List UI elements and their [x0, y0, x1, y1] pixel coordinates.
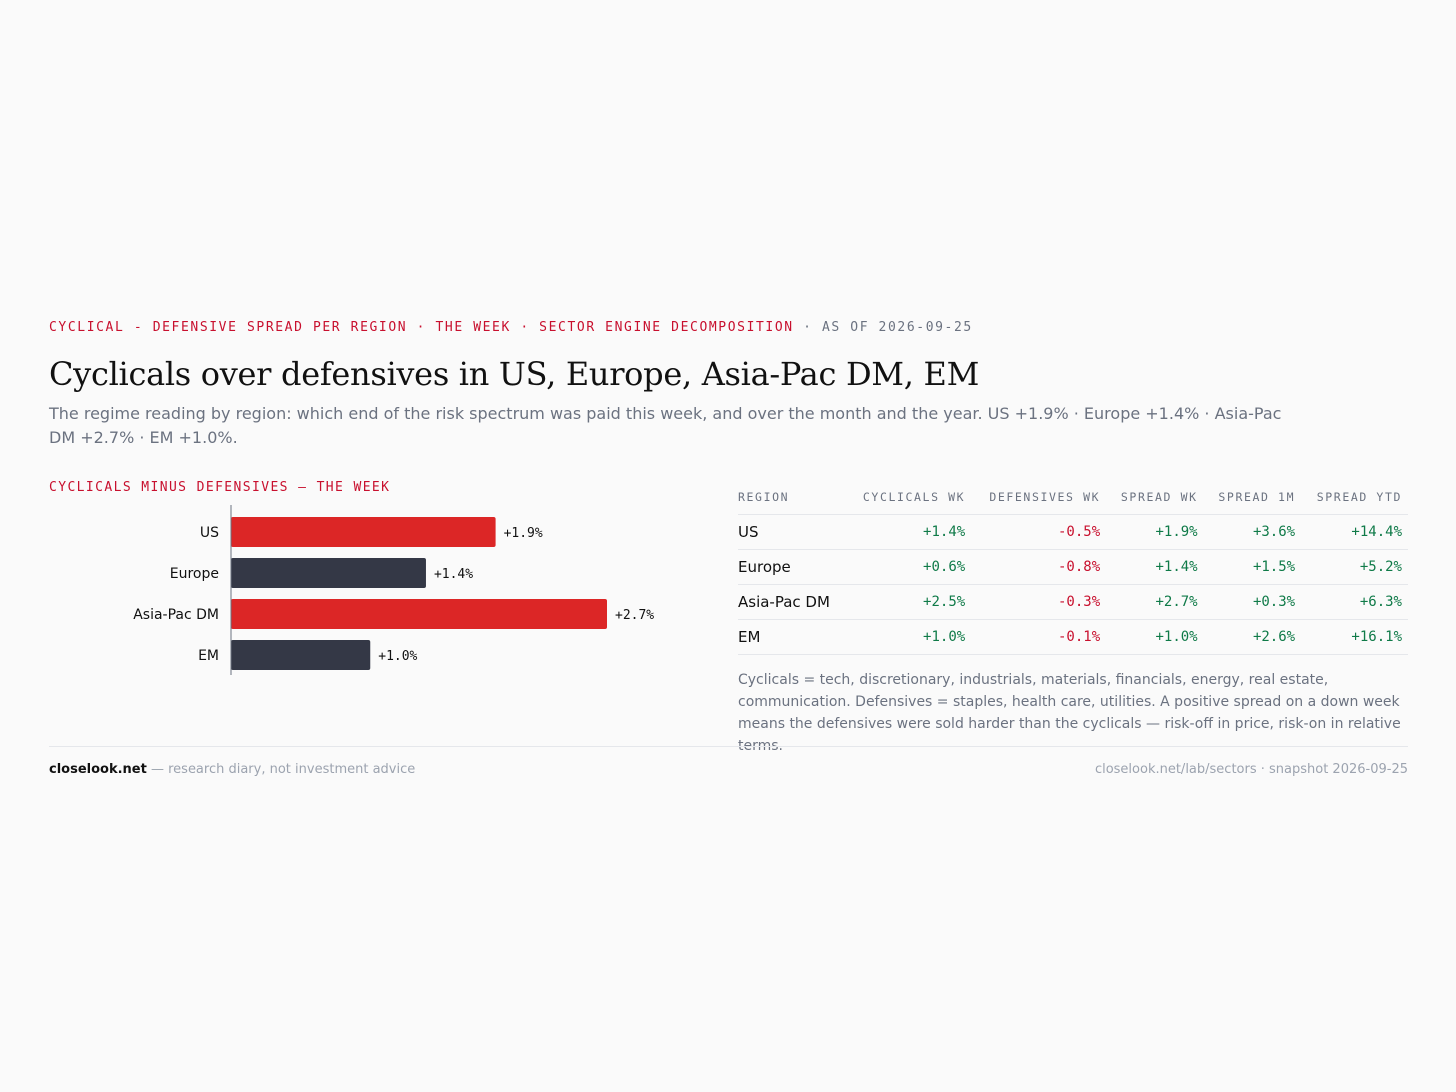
category-label: US	[200, 525, 219, 541]
footer-source: closelook.net/lab/sectors · snapshot 202…	[1094, 762, 1408, 777]
bar-2	[231, 599, 607, 629]
region-cell: Asia-Pac DM	[738, 584, 846, 620]
region-cell: EM	[738, 619, 846, 655]
column-header: DEFENSIVES WK	[971, 480, 1107, 515]
column-header: SPREAD YTD	[1301, 480, 1408, 515]
footer-brand: closelook.net	[49, 762, 147, 777]
value-cell: +2.5%	[845, 584, 972, 620]
footer-tagline: — research diary, not investment advice	[146, 762, 416, 777]
value-cell: +3.6%	[1203, 514, 1302, 550]
value-cell: +1.0%	[845, 619, 972, 655]
value-cell: +16.1%	[1301, 619, 1408, 655]
column-header: SPREAD 1M	[1203, 480, 1302, 515]
value-cell: +1.5%	[1203, 549, 1302, 585]
value-cell: +5.2%	[1301, 549, 1408, 585]
table-row: Asia-Pac DM +2.5% -0.3% +2.7% +0.3% +6.3%	[738, 584, 1408, 620]
table-body: US +1.4% -0.5% +1.9% +3.6% +14.4% Europe +0.6% -…	[738, 514, 1408, 655]
kicker-text: CYCLICAL - DEFENSIVE SPREAD PER REGION ·…	[49, 320, 794, 335]
bar-1	[231, 558, 426, 588]
value-label: +1.4%	[434, 567, 473, 582]
category-label: Europe	[170, 566, 219, 582]
region-cell: Europe	[738, 549, 846, 585]
bar-0	[231, 517, 496, 547]
column-header: SPREAD WK	[1106, 480, 1204, 515]
table-row: US +1.4% -0.5% +1.9% +3.6% +14.4%	[738, 514, 1408, 550]
page-title: Cyclicals over defensives in US, Europe,…	[49, 355, 980, 393]
chart-title: CYCLICALS MINUS DEFENSIVES — THE WEEK	[49, 480, 391, 495]
bar-3	[231, 640, 371, 670]
table-panel: REGION CYCLICALS WK DEFENSIVES WK SPREAD WK…	[738, 480, 1408, 757]
value-label: +1.9%	[504, 526, 543, 541]
value-cell: +1.4%	[1106, 549, 1204, 585]
value-cell: +2.7%	[1106, 584, 1204, 620]
column-header: CYCLICALS WK	[845, 480, 972, 515]
page-subtitle: The regime reading by region: which end …	[49, 404, 1282, 447]
value-cell: +0.3%	[1203, 584, 1302, 620]
chart-panel: CYCLICALS MINUS DEFENSIVES — THE WEEK US…	[49, 480, 689, 693]
as-of-date: · AS OF 2026-09-25	[793, 320, 973, 335]
value-cell: +1.0%	[1106, 619, 1204, 655]
value-cell: -0.3%	[971, 584, 1107, 620]
value-cell: -0.1%	[971, 619, 1107, 655]
value-cell: +0.6%	[845, 549, 972, 585]
value-cell: -0.5%	[971, 514, 1107, 550]
category-label: EM	[198, 648, 219, 664]
value-cell: +1.9%	[1106, 514, 1204, 550]
value-cell: -0.8%	[971, 549, 1107, 585]
region-cell: US	[738, 514, 846, 550]
footer: closelook.net — research diary, not inve…	[49, 746, 1408, 777]
value-cell: +1.4%	[845, 514, 972, 550]
value-label: +1.0%	[378, 649, 417, 664]
category-label: Asia-Pac DM	[133, 607, 219, 623]
definition-note: Cyclicals = tech, discretionary, industr…	[738, 672, 1401, 754]
value-cell: +14.4%	[1301, 514, 1408, 550]
value-cell: +2.6%	[1203, 619, 1302, 655]
table-row: Europe +0.6% -0.8% +1.4% +1.5% +5.2%	[738, 549, 1408, 585]
table-row: EM +1.0% -0.1% +1.0% +2.6% +16.1%	[738, 619, 1408, 655]
kicker: CYCLICAL - DEFENSIVE SPREAD PER REGION ·…	[49, 320, 1408, 344]
report: CYCLICAL - DEFENSIVE SPREAD PER REGION ·…	[49, 320, 1408, 770]
value-label: +2.7%	[615, 608, 654, 623]
table-header-row: REGION CYCLICALS WK DEFENSIVES WK SPREAD WK…	[738, 480, 1408, 515]
bar-chart: US +1.9% Europe +1.4% Asia-Pac DM +2.7% EM +1.0…	[133, 505, 654, 675]
value-cell: +6.3%	[1301, 584, 1408, 620]
spread-table: REGION CYCLICALS WK DEFENSIVES WK SPREAD WK…	[738, 480, 1408, 655]
column-header: REGION	[738, 480, 846, 515]
